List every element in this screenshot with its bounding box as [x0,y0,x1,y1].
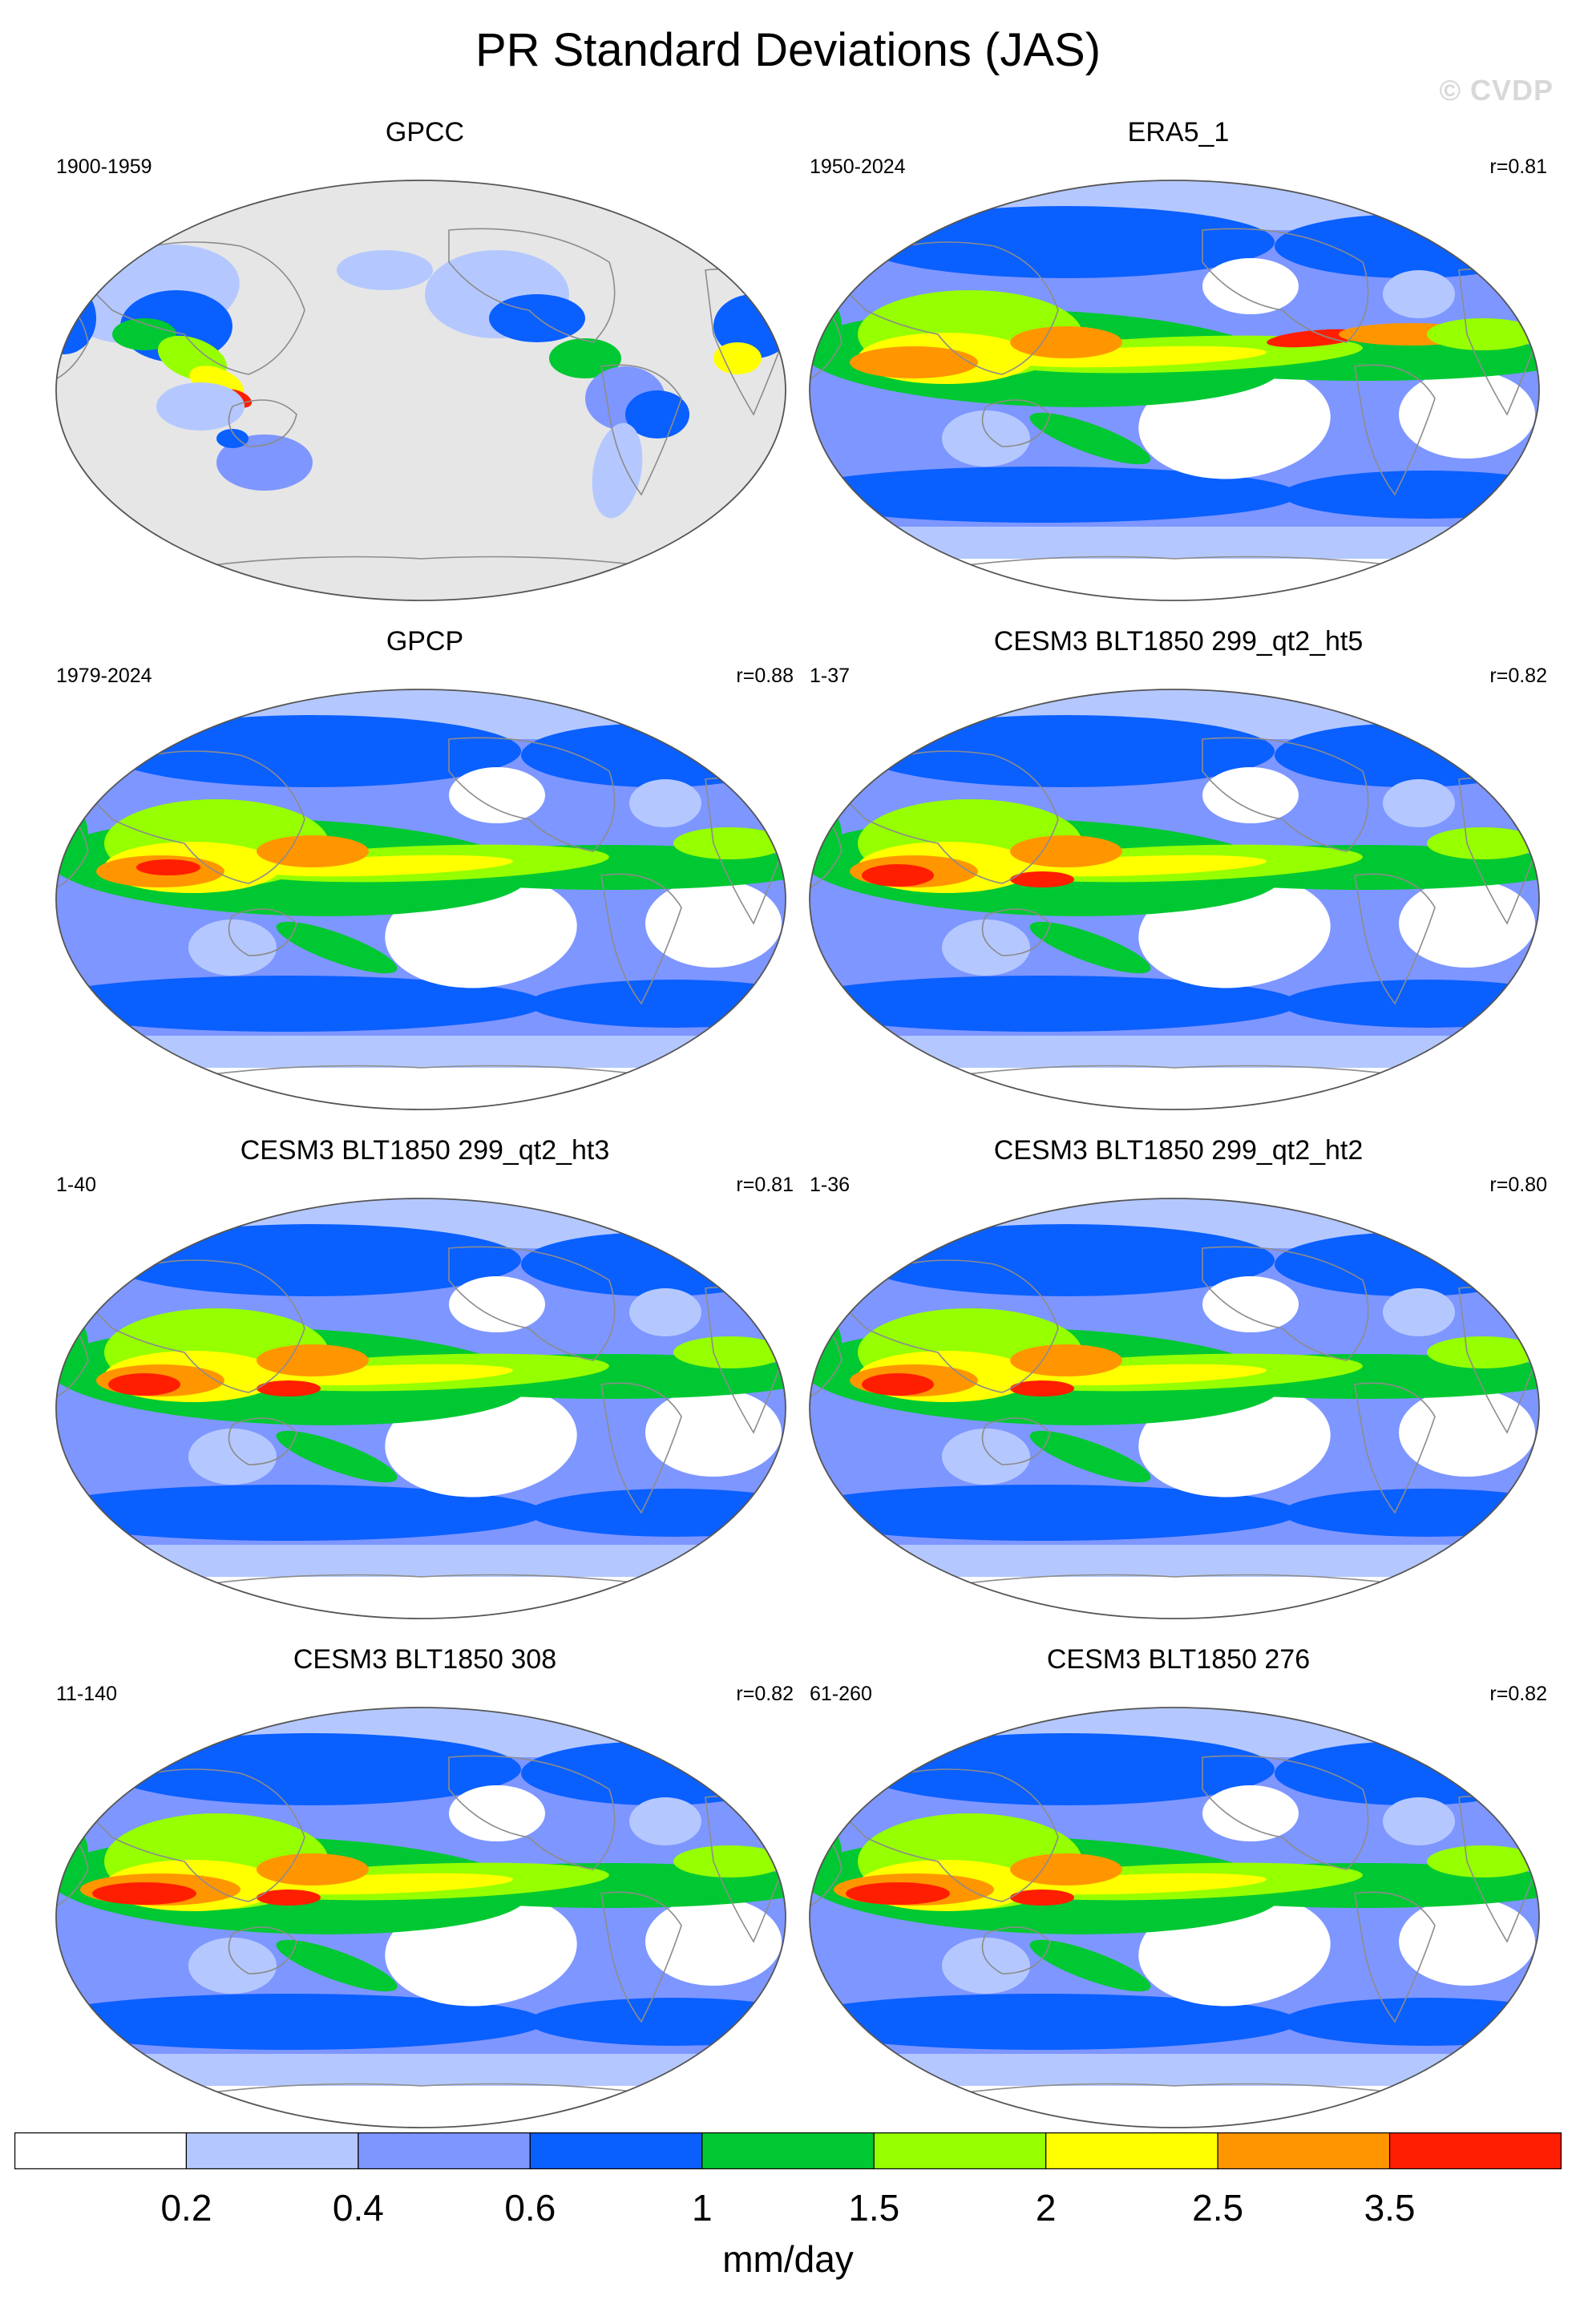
map-panel: CESM3 BLT1850 308 11-140 r=0.82 [48,1643,802,2140]
colorbar-tick-label: 1 [691,2187,713,2229]
colorbar-tick-label: 2 [1035,2187,1057,2229]
map-panel: CESM3 BLT1850 299_qt2_ht3 1-40 r=0.81 [48,1134,802,1631]
colorbar-segment [529,2132,703,2169]
colorbar-segment [14,2132,188,2169]
map-panel: GPCP 1979-2024 r=0.88 [48,625,802,1122]
panel-years: 1-36 [810,1174,851,1196]
panel-correlation: r=0.82 [736,1683,794,1705]
panel-years: 1950-2024 [810,156,906,178]
colorbar-tick-label: 0.6 [504,2187,556,2229]
panel-correlation: r=0.88 [736,665,794,687]
map-plot [48,1701,794,2138]
panel-title: GPCC [385,117,465,148]
panel-years: 1-40 [56,1174,97,1196]
panel-correlation: r=0.81 [1489,156,1547,178]
panel-title: CESM3 BLT1850 276 [1046,1644,1311,1675]
map-panel: CESM3 BLT1850 299_qt2_ht5 1-37 r=0.82 [802,625,1555,1122]
panel-title: CESM3 BLT1850 299_qt2_ht3 [240,1135,610,1166]
panel-correlation: r=0.81 [736,1174,794,1196]
map-plot [48,1192,794,1629]
colorbar-segment [1045,2132,1218,2169]
colorbar-segment [185,2132,359,2169]
map-plot [802,1701,1547,2138]
map-panel: GPCC 1900-1959 [48,116,802,613]
colorbar-tick-label: 1.5 [848,2187,900,2229]
colorbar-segment [1388,2132,1562,2169]
panel-title: CESM3 BLT1850 299_qt2_ht5 [993,626,1364,657]
panel-years: 1900-1959 [56,156,152,178]
colorbar [14,2132,1562,2169]
panel-correlation: r=0.80 [1489,1174,1547,1196]
colorbar-segment [1217,2132,1391,2169]
cvdp-watermark: © CVDP [1439,74,1554,107]
map-plot [802,1192,1547,1629]
panel-title: ERA5_1 [1127,117,1230,148]
panel-title: CESM3 BLT1850 299_qt2_ht2 [993,1135,1364,1166]
colorbar-segment [873,2132,1047,2169]
colorbar-units: mm/day [722,2238,854,2280]
map-plot [802,683,1547,1120]
panel-years: 1979-2024 [56,665,152,687]
panel-years: 61-260 [810,1683,872,1705]
panel-title: GPCP [386,626,464,657]
colorbar-segment [358,2132,531,2169]
map-panel: CESM3 BLT1850 276 61-260 r=0.82 [802,1643,1555,2140]
panel-correlation: r=0.82 [1489,1683,1547,1705]
panel-years: 1-37 [810,665,851,687]
map-plot [802,174,1547,611]
figure-title: PR Standard Deviations (JAS) [475,24,1101,76]
colorbar-tick-label: 2.5 [1192,2187,1244,2229]
panel-years: 11-140 [56,1683,117,1705]
map-plot [48,174,794,611]
colorbar-tick-label: 0.2 [160,2187,212,2229]
colorbar-tick-label: 3.5 [1364,2187,1416,2229]
map-panel: ERA5_1 1950-2024 r=0.81 [802,116,1555,613]
colorbar-tick-label: 0.4 [332,2187,384,2229]
panel-title: CESM3 BLT1850 308 [293,1644,557,1675]
panel-correlation: r=0.82 [1489,665,1547,687]
map-panel: CESM3 BLT1850 299_qt2_ht2 1-36 r=0.80 [802,1134,1555,1631]
colorbar-segment [701,2132,875,2169]
map-plot [48,683,794,1120]
